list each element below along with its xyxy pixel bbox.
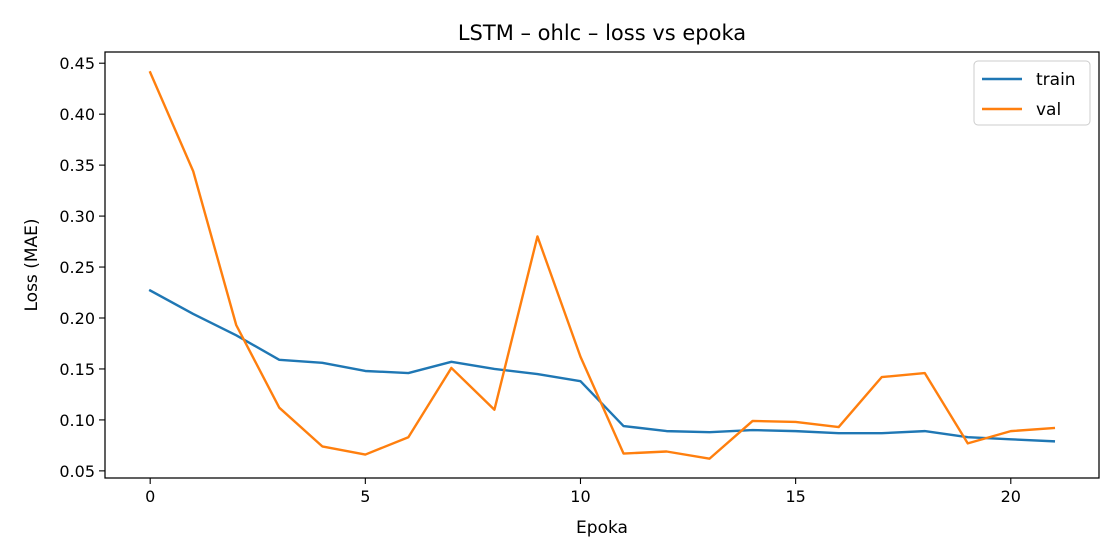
legend: train val bbox=[973, 60, 1091, 126]
x-tick-label: 0 bbox=[145, 487, 155, 506]
y-tick-label: 0.35 bbox=[59, 156, 95, 175]
y-tick-label: 0.30 bbox=[59, 207, 95, 226]
chart-title: LSTM – ohlc – loss vs epoka bbox=[458, 21, 746, 45]
y-tick-label: 0.25 bbox=[59, 258, 95, 277]
series-line-val bbox=[148, 70, 1056, 460]
legend-label-train: train bbox=[1036, 70, 1076, 90]
y-tick-label: 0.15 bbox=[59, 360, 95, 379]
x-axis-label: Epoka bbox=[576, 518, 628, 538]
x-axis-ticks: 0 5 10 15 20 bbox=[145, 478, 1021, 506]
x-tick-label: 20 bbox=[1001, 487, 1021, 506]
y-tick-label: 0.05 bbox=[59, 462, 95, 481]
legend-label-val: val bbox=[1036, 100, 1061, 120]
y-tick-label: 0.40 bbox=[59, 105, 95, 124]
series-layer bbox=[148, 70, 1056, 460]
plot-area-frame bbox=[104, 51, 1100, 479]
y-tick-label: 0.20 bbox=[59, 309, 95, 328]
y-tick-label: 0.45 bbox=[59, 54, 95, 73]
x-tick-label: 15 bbox=[785, 487, 805, 506]
y-axis-label: Loss (MAE) bbox=[22, 219, 42, 312]
series-line-train bbox=[148, 288, 1056, 443]
x-tick-label: 5 bbox=[360, 487, 370, 506]
y-tick-label: 0.10 bbox=[59, 411, 95, 430]
x-tick-label: 10 bbox=[570, 487, 590, 506]
y-axis-ticks: 0.05 0.10 0.15 0.20 0.25 0.30 0.35 0.40 0.45 bbox=[59, 54, 105, 481]
